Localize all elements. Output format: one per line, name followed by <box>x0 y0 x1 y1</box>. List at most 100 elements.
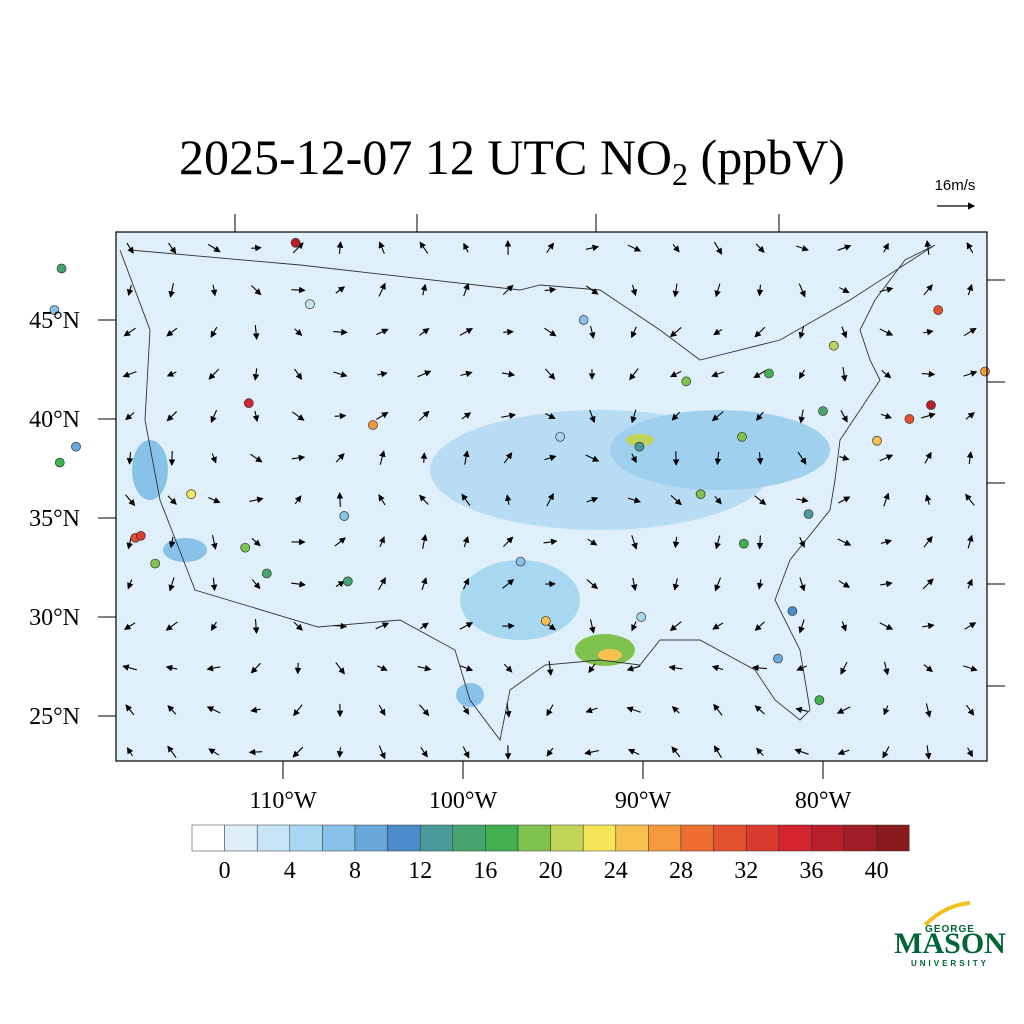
wind-arrow <box>837 748 850 756</box>
wind-arrow <box>378 745 386 760</box>
wind-arrow <box>967 534 974 549</box>
wind-arrow <box>421 534 428 549</box>
wind-arrow <box>837 538 852 546</box>
station <box>49 305 60 315</box>
wind-arrow <box>584 749 599 756</box>
wind-arrow <box>420 283 428 296</box>
colorbar: 0 4 8 12 16 20 24 28 32 36 40 <box>191 824 910 884</box>
wind-arrow <box>168 536 176 549</box>
wind-arrow <box>672 243 680 253</box>
wind-arrow <box>626 665 641 672</box>
station <box>814 695 825 706</box>
colorbar-box <box>224 824 258 852</box>
axes: 25°N 30°N 35°N 40°N 45°N 110°W 100°W 90°W 80°W <box>29 308 851 814</box>
lon-tick-label: 80°W <box>795 788 852 814</box>
wind-arrow <box>127 579 134 590</box>
wind-arrow <box>378 494 386 506</box>
wind-arrow <box>798 536 805 548</box>
station <box>339 511 350 521</box>
wind-arrow <box>880 412 893 420</box>
wind-arrow <box>206 706 221 714</box>
wind-arrow <box>585 244 600 252</box>
wind-arrow <box>966 451 974 464</box>
wind-arrow <box>754 495 767 506</box>
wind-arrow <box>501 412 516 419</box>
colorbar-tick-label: 4 <box>284 858 296 884</box>
wind-arrow <box>335 580 346 588</box>
wind-arrow <box>630 577 638 592</box>
wind-arrow <box>589 619 596 634</box>
colorbar-tick-label: 28 <box>669 858 693 884</box>
wind-arrow <box>293 621 303 631</box>
map-frame <box>115 231 988 762</box>
wind-arrow <box>753 370 767 379</box>
wind-arrow <box>585 285 599 295</box>
wind-arrow <box>883 492 890 507</box>
wind-arrow <box>630 409 637 424</box>
wind-arrow <box>840 367 848 382</box>
wind-arrow <box>921 412 936 419</box>
wind-arrow <box>334 537 346 547</box>
wind-arrow <box>796 664 807 671</box>
wind-arrow <box>798 283 806 298</box>
logo-main: MASON <box>894 927 1006 960</box>
wind-arrow <box>923 328 934 336</box>
station <box>240 542 251 553</box>
wind-arrow <box>922 578 934 590</box>
wind-arrow <box>838 580 851 588</box>
station <box>980 366 990 377</box>
title-subscript: 2 <box>672 156 689 192</box>
wind-arrow <box>546 704 554 717</box>
wind-arrow <box>586 496 599 504</box>
wind-arrow <box>795 245 809 252</box>
wind-arrow <box>462 705 470 715</box>
colorbar-tick-label: 16 <box>473 858 497 884</box>
station <box>54 457 65 468</box>
wind-arrow <box>126 747 134 757</box>
wind-arrow <box>881 369 892 379</box>
wind-arrow <box>166 411 178 422</box>
colorbar-tick-label: 12 <box>408 858 432 884</box>
wind-arrow <box>965 412 975 420</box>
wind-arrow <box>796 496 809 504</box>
station <box>803 509 814 519</box>
wind-arrow <box>462 450 470 465</box>
station <box>738 538 749 549</box>
wind-arrow <box>294 368 303 381</box>
station <box>681 376 692 387</box>
wind-arrow <box>925 494 932 505</box>
wind-arrow <box>125 412 135 421</box>
wind-arrow <box>756 579 764 590</box>
wind-arrow <box>462 535 470 548</box>
station <box>243 398 254 409</box>
wind-arrow <box>335 453 345 463</box>
wind-arrow <box>251 244 262 252</box>
wind-arrow <box>459 328 474 336</box>
wind-arrow <box>462 577 470 590</box>
wind-arrow <box>751 664 768 672</box>
wind-arrow <box>167 704 177 715</box>
colorbar-box <box>615 824 649 852</box>
title-main: 2025-12-07 12 UTC NO <box>179 129 673 185</box>
wind-arrow <box>459 622 474 630</box>
logo-bottom: UNIVERSITY <box>911 959 989 968</box>
wind-arrow <box>250 662 261 674</box>
wind-arrow <box>588 663 596 674</box>
wind-arrow <box>462 746 470 759</box>
wind-arrow <box>419 241 429 254</box>
wind-vectors <box>122 239 978 760</box>
wind-arrow <box>795 706 808 714</box>
wind-arrow <box>336 241 344 254</box>
wind-arrow <box>880 580 893 588</box>
wind-arrow <box>713 241 723 255</box>
station <box>135 530 146 541</box>
station <box>634 441 645 452</box>
stations <box>49 237 990 706</box>
wind-reference-label: 16m/s <box>935 177 976 194</box>
colorbar-box <box>256 824 291 852</box>
wind-arrow <box>882 242 889 253</box>
colorbar-box <box>289 824 323 852</box>
wind-arrow <box>840 410 848 423</box>
wind-arrow <box>883 661 890 676</box>
